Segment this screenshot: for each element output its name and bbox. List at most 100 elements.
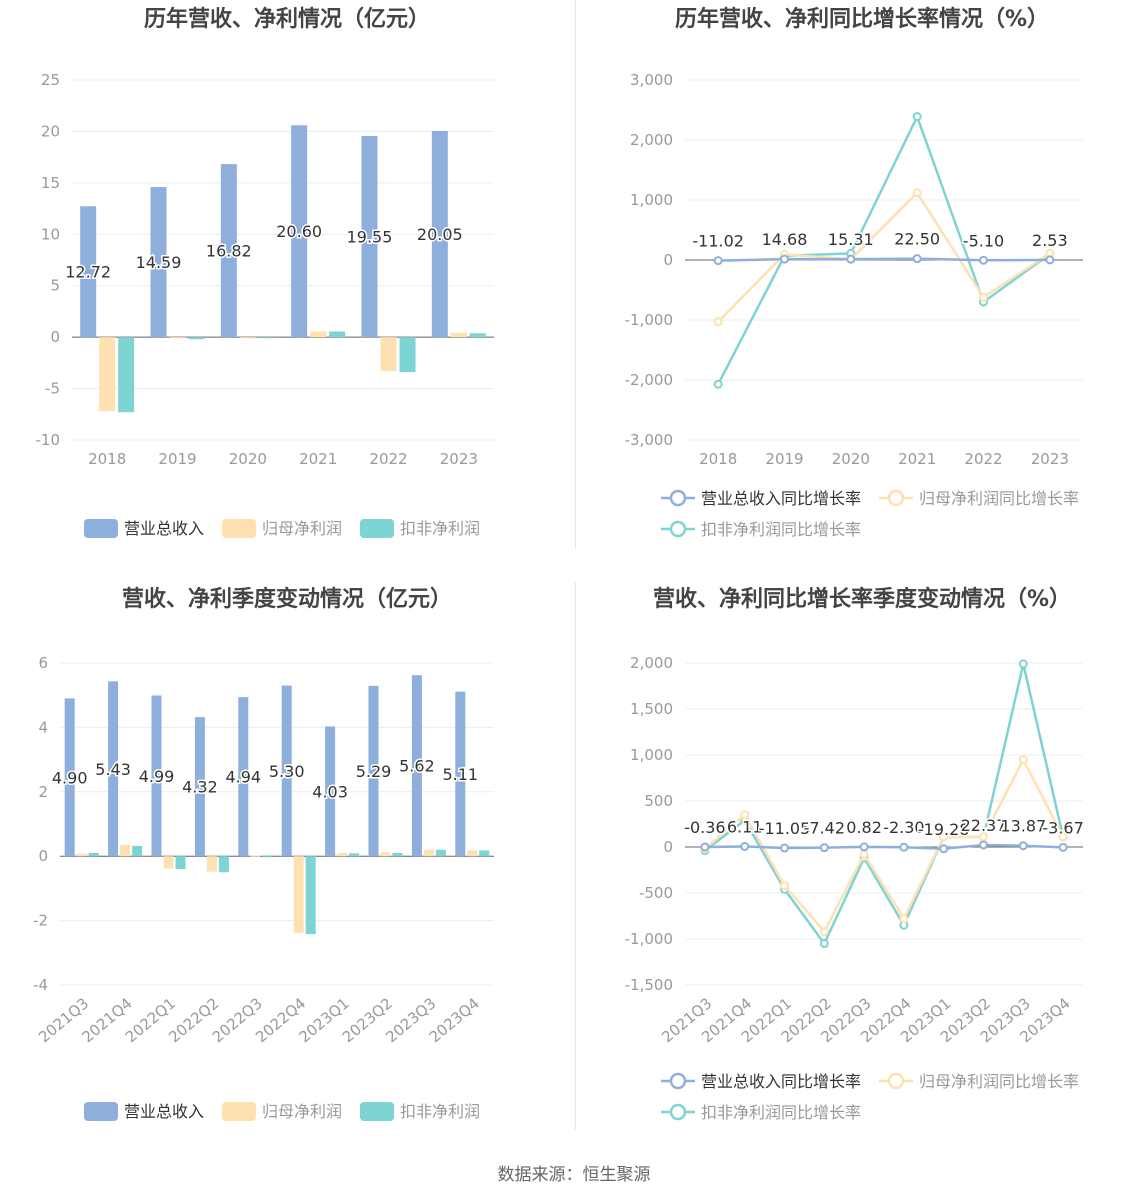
- chart-title: 营收、净利季度变动情况（亿元）: [122, 586, 452, 612]
- data-label: 14.68: [762, 230, 808, 249]
- data-point: [780, 843, 789, 853]
- bar-revenue: [455, 691, 466, 857]
- data-point: [979, 840, 988, 850]
- legend-label: 营业总收入: [124, 1102, 204, 1121]
- data-label: -11.05: [759, 819, 811, 838]
- data-label: 5.43: [95, 760, 131, 779]
- legend-swatch-marker: [669, 1103, 687, 1121]
- data-label: 2.53: [1032, 231, 1068, 250]
- bar-net-profit: [423, 849, 434, 857]
- data-label: -19.28: [918, 820, 970, 839]
- bar-net-profit-deducted: [305, 856, 316, 935]
- chart-title: 历年营收、净利同比增长率情况（%）: [675, 6, 1049, 32]
- series-line-revenue: [704, 843, 1064, 851]
- legend-label: 扣非净利润: [400, 519, 480, 538]
- y-tick-label: -4: [33, 976, 48, 994]
- bar-revenue: [281, 685, 292, 857]
- bar-revenue: [194, 717, 205, 857]
- bar-net-profit-deducted: [262, 856, 273, 858]
- bar-net-profit: [120, 844, 131, 857]
- data-point: [912, 188, 922, 198]
- legend-label: 营业总收入同比增长率: [701, 1072, 861, 1091]
- data-point: [979, 832, 988, 842]
- chart-quarterly-revenue-profit-svg: 营收、净利季度变动情况（亿元）6420-2-42021Q32021Q42022Q…: [33, 586, 494, 1121]
- data-label: 4.99: [139, 767, 175, 786]
- bar-net-profit: [163, 856, 174, 869]
- chart-quarterly-revenue-profit: 营收、净利季度变动情况（亿元） 6 4 2 0 -2 -4 2021Q3 2021Q4 2022Q…: [0, 580, 575, 1160]
- data-label: -2.30: [883, 818, 924, 837]
- bar-net-profit: [450, 332, 467, 338]
- y-tick-label: -5: [45, 380, 60, 398]
- legend-swatch: [84, 519, 118, 538]
- data-label: 0.82: [846, 818, 882, 837]
- bar-net-profit: [380, 337, 397, 372]
- bar-net-profit-deducted: [399, 337, 416, 373]
- x-tick-label: 2022: [964, 450, 1002, 468]
- y-tick-label: 6: [38, 654, 48, 672]
- bar-net-profit-deducted: [392, 852, 403, 857]
- bar-net-profit-deducted: [349, 853, 360, 857]
- data-label: 6.11: [727, 817, 763, 836]
- series-line-net-profit: [717, 190, 1051, 323]
- y-tick-label: -3,000: [625, 431, 673, 449]
- chart-title: 营收、净利同比增长率季度变动情况（%）: [653, 586, 1071, 612]
- legend-label: 归母净利润同比增长率: [919, 489, 1079, 508]
- x-tick-label: 2018: [88, 450, 126, 468]
- bar-revenue: [411, 675, 422, 857]
- legend-swatch: [84, 1102, 118, 1121]
- legend-swatch-marker: [887, 489, 905, 507]
- data-label: 15.31: [828, 230, 874, 249]
- data-label: 16.82: [206, 242, 252, 261]
- bar-net-profit: [380, 852, 391, 857]
- y-tick-label: 5: [50, 277, 60, 295]
- x-tick-label: 2020: [229, 450, 267, 468]
- data-label: 22.50: [894, 230, 940, 249]
- bar-net-profit-deducted: [435, 849, 446, 857]
- y-tick-label: 0: [38, 847, 48, 865]
- data-point: [899, 842, 909, 852]
- y-tick-label: 25: [41, 71, 60, 89]
- data-label: 4.32: [182, 778, 218, 797]
- data-label: 14.59: [136, 253, 182, 272]
- y-tick-label: -2,000: [625, 371, 673, 389]
- data-point: [713, 317, 723, 327]
- bar-net-profit: [293, 856, 304, 933]
- data-point: [780, 881, 789, 891]
- data-label: 5.62: [399, 757, 435, 776]
- data-label: -7.42: [804, 819, 845, 838]
- series-line-net-profit-deducted: [717, 113, 1051, 385]
- data-label: -3.67: [1042, 818, 1083, 837]
- y-tick-label: 20: [41, 122, 60, 140]
- chart-quarterly-growth-rate-svg: 营收、净利同比增长率季度变动情况（%） 2,000 1,500 1,000 500 0 -5…: [625, 586, 1086, 1122]
- y-tick-label: 1,500: [630, 700, 673, 718]
- data-point: [912, 254, 922, 264]
- y-tick-label: 1,000: [630, 191, 673, 209]
- legend-label: 归母净利润: [262, 1102, 342, 1121]
- legend-swatch: [360, 1102, 394, 1121]
- data-label: 4.94: [225, 768, 261, 787]
- data-point: [1058, 832, 1068, 842]
- data-label: 5.30: [269, 762, 305, 781]
- bar-revenue: [220, 164, 237, 338]
- column-divider-top: [575, 0, 576, 548]
- legend-swatch: [222, 519, 256, 538]
- data-point: [819, 927, 829, 937]
- data-point: [1018, 841, 1028, 851]
- data-point: [859, 842, 869, 852]
- x-tick-label: 2020: [832, 450, 870, 468]
- legend-swatch-marker: [669, 520, 687, 538]
- bar-revenue: [361, 136, 378, 338]
- data-label: 4.90: [52, 768, 88, 787]
- y-tick-label: -1,000: [625, 311, 673, 329]
- x-tick-label: 2023: [440, 450, 478, 468]
- y-tick-label: 500: [644, 792, 673, 810]
- x-tick-label: 2018: [699, 450, 737, 468]
- data-point: [740, 841, 750, 851]
- series-line-net-profit: [704, 756, 1065, 934]
- legend-label: 营业总收入: [124, 519, 204, 538]
- data-point: [1058, 842, 1068, 852]
- legend-label: 归母净利润: [262, 519, 342, 538]
- bar-revenue: [150, 187, 167, 338]
- bar-net-profit: [169, 337, 186, 339]
- bar-revenue: [431, 130, 448, 338]
